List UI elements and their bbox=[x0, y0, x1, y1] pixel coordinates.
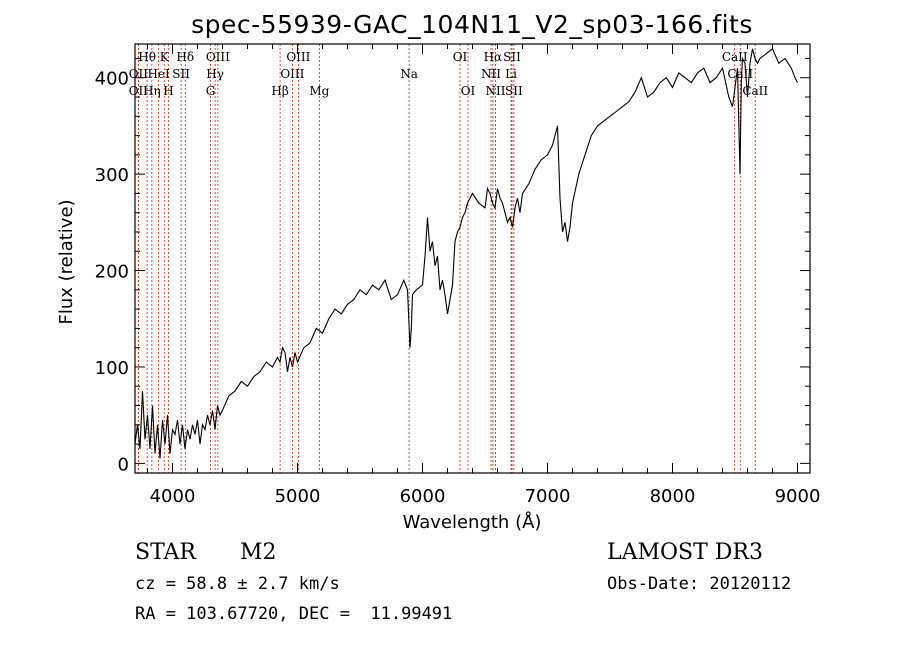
spectral-line-label: K bbox=[160, 50, 170, 64]
spectral-line-label: OIII bbox=[286, 50, 310, 64]
y-tick-label: 200 bbox=[95, 262, 129, 283]
spectral-line-label: HeI bbox=[147, 67, 170, 81]
y-tick-label: 300 bbox=[95, 165, 129, 186]
observation-date: Obs-Date: 20120112 bbox=[607, 574, 792, 594]
x-tick-label: 6000 bbox=[400, 486, 446, 507]
spectral-line-label: OI bbox=[461, 84, 476, 98]
y-tick-label: 0 bbox=[118, 454, 129, 475]
axis-ticks: 4000 5000 6000 7000 8000 9000 0 100 200 300 400 bbox=[95, 44, 821, 507]
spectral-line-label: Li bbox=[505, 67, 517, 81]
spectral-line-label: CaII bbox=[722, 50, 748, 64]
spectral-line-label: Na bbox=[400, 67, 418, 81]
spectral-line-label: SII bbox=[505, 84, 523, 98]
spectral-line-label: OIII bbox=[206, 50, 230, 64]
spectral-line-label: NII bbox=[481, 67, 501, 81]
y-tick-label: 400 bbox=[95, 69, 129, 90]
spectral-line-label: SII bbox=[503, 50, 521, 64]
redshift-velocity: cz = 58.8 ± 2.7 km/s bbox=[135, 574, 340, 594]
plot-frame bbox=[134, 43, 811, 474]
spectral-line-label: Hθ bbox=[138, 50, 156, 64]
spectral-line-label: SII bbox=[172, 67, 190, 81]
x-axis-label: Wavelength (Å) bbox=[403, 511, 542, 533]
survey-name: LAMOST DR3 bbox=[607, 540, 763, 565]
x-tick-label: 9000 bbox=[775, 486, 821, 507]
x-tick-label: 4000 bbox=[150, 486, 196, 507]
y-axis-label: Flux (relative) bbox=[56, 199, 77, 324]
object-subclass: M2 bbox=[240, 540, 277, 565]
spectral-lines-layer bbox=[137, 44, 756, 473]
spectral-line-label: NII bbox=[486, 84, 506, 98]
spectral-line-label: H bbox=[163, 84, 173, 98]
spectral-line-label: OIII bbox=[280, 67, 304, 81]
spectral-line-label: CaII bbox=[742, 84, 768, 98]
spectral-line-label: OII bbox=[129, 84, 149, 98]
spectral-line-label: Hβ bbox=[271, 84, 288, 98]
y-tick-label: 100 bbox=[95, 358, 129, 379]
chart-title: spec-55939-GAC_104N11_V2_sp03-166.fits bbox=[191, 10, 753, 39]
spectral-line-label: G bbox=[206, 84, 216, 98]
spectral-line-label: CaII bbox=[727, 67, 753, 81]
spectral-line-label: Mg bbox=[309, 84, 329, 98]
spectral-line-label: OII bbox=[129, 67, 149, 81]
object-class: STAR bbox=[135, 540, 196, 565]
coordinates: RA = 103.67720, DEC = 11.99491 bbox=[135, 604, 453, 624]
x-tick-label: 8000 bbox=[650, 486, 696, 507]
spectral-line-label: Hγ bbox=[206, 67, 224, 81]
spectral-line-label: Hδ bbox=[176, 50, 194, 64]
spectral-line-label: Hη bbox=[143, 84, 161, 98]
x-tick-label: 7000 bbox=[525, 486, 571, 507]
x-tick-label: 5000 bbox=[275, 486, 321, 507]
spectral-line-label: Hα bbox=[484, 50, 503, 64]
flux-series-line bbox=[134, 47, 798, 459]
spectral-line-label: OI bbox=[453, 50, 468, 64]
